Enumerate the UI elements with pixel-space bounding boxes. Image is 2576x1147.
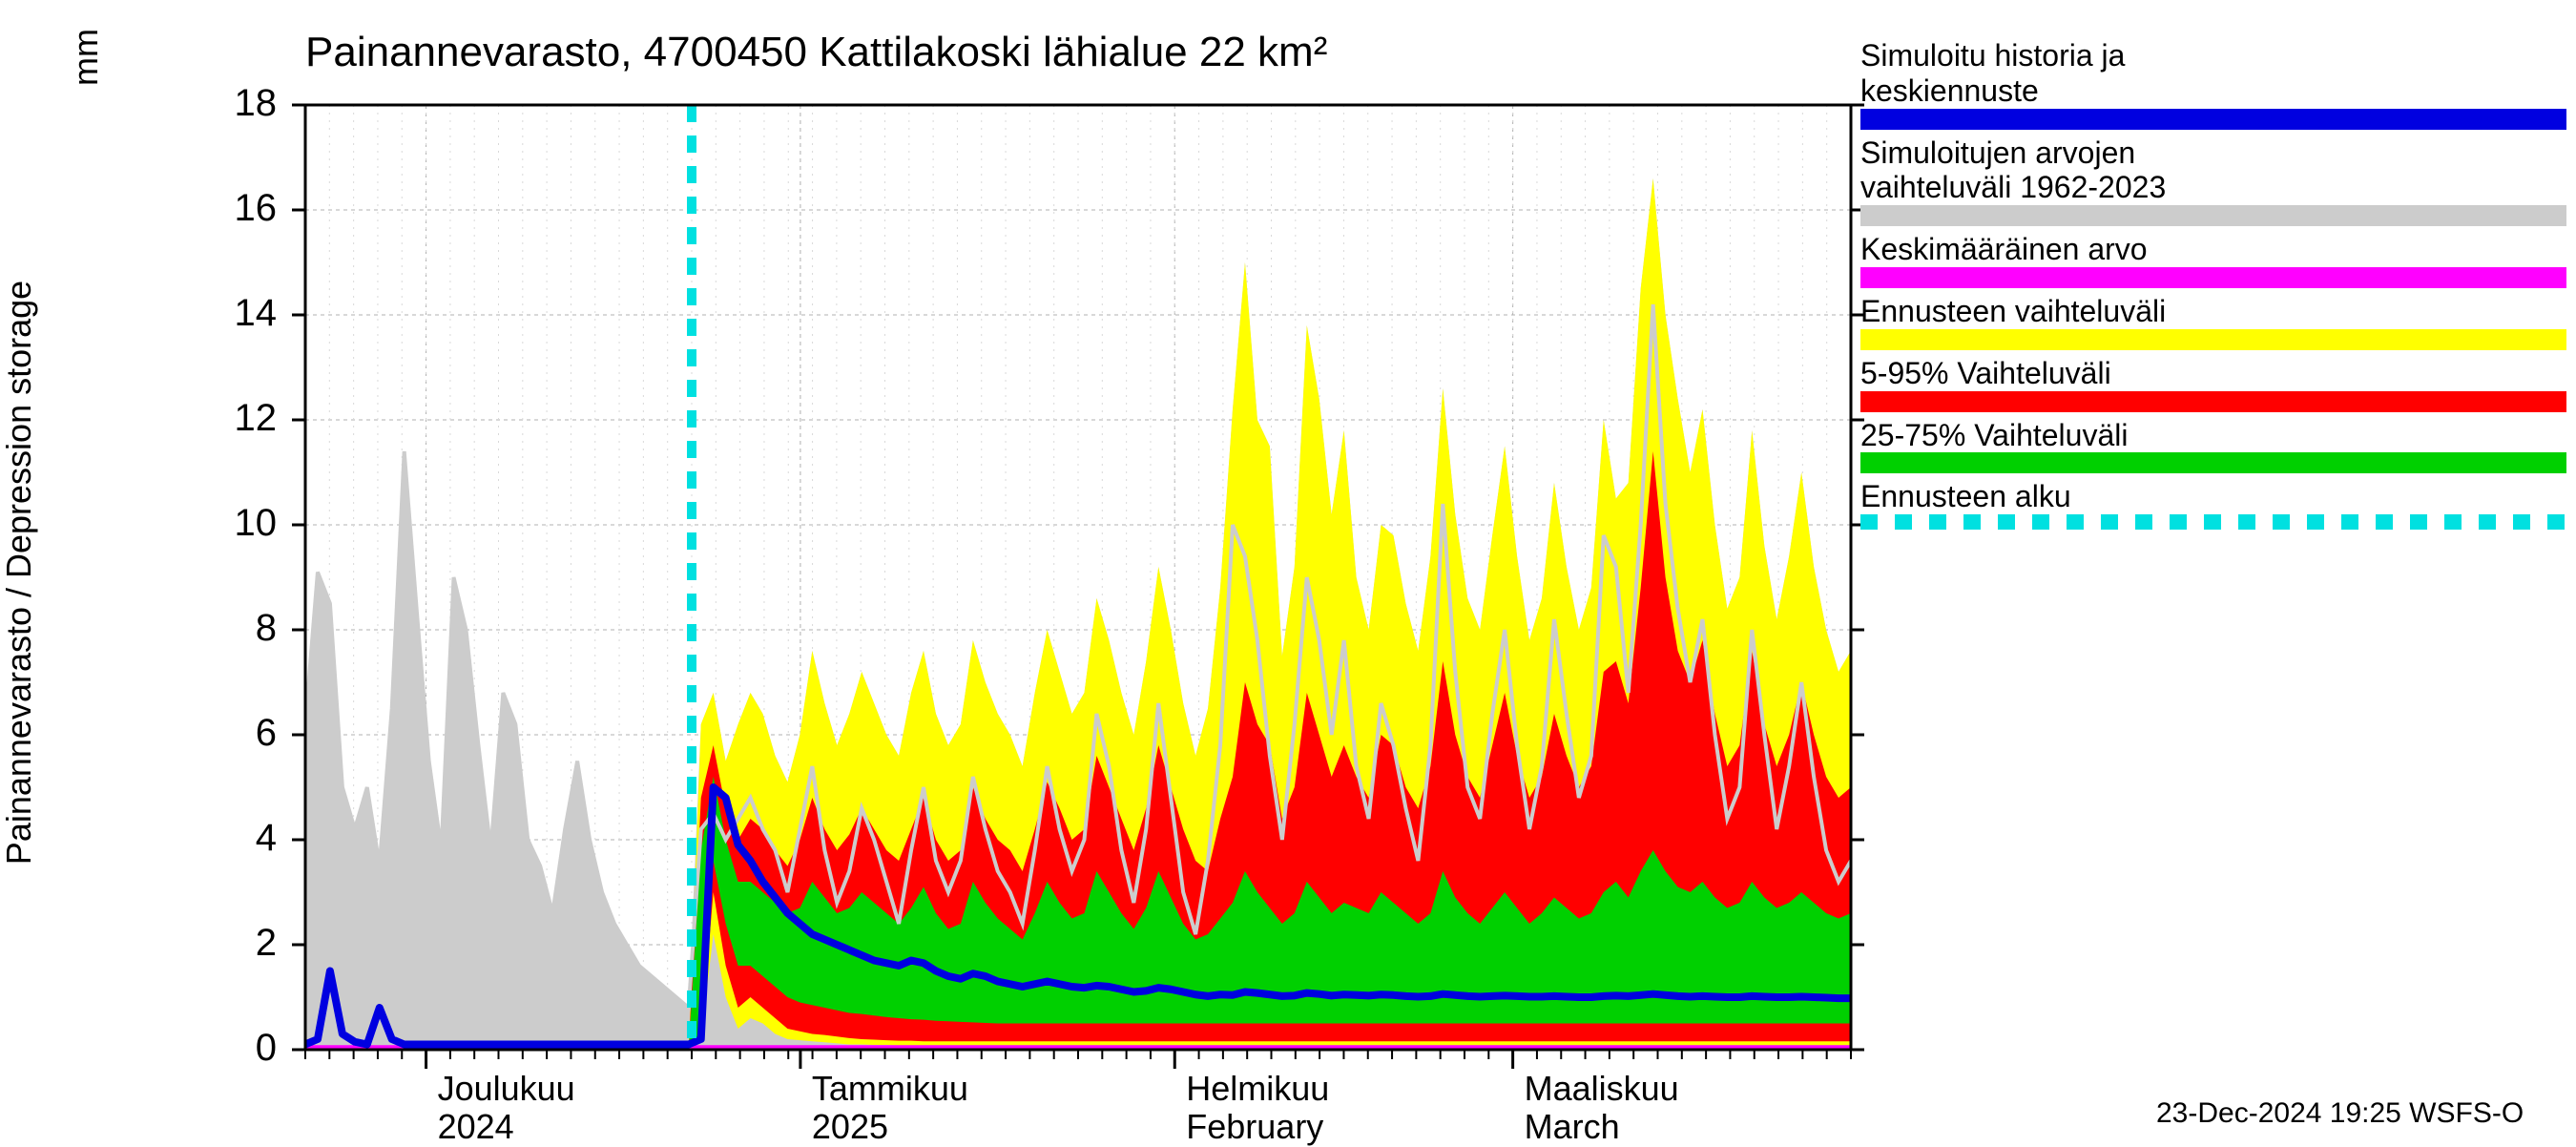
x-tick-sublabel: March xyxy=(1525,1107,1620,1147)
x-tick-sublabel: February xyxy=(1186,1107,1323,1147)
legend-entry: Ennusteen vaihteluväli xyxy=(1860,294,2566,350)
legend-entry: Simuloitu historia jakeskiennuste xyxy=(1860,38,2566,130)
legend-swatch xyxy=(1860,267,2566,288)
legend-text: Simuloitu historia ja xyxy=(1860,38,2566,73)
y-tick-label: 6 xyxy=(200,712,277,755)
legend-swatch xyxy=(1860,514,2566,530)
y-tick-label: 2 xyxy=(200,922,277,965)
x-tick-label: Joulukuu xyxy=(438,1069,575,1109)
legend-text: Simuloitujen arvojen xyxy=(1860,136,2566,171)
legend-text: Keskimääräinen arvo xyxy=(1860,232,2566,267)
y-tick-label: 0 xyxy=(200,1027,277,1070)
legend-text: Ennusteen alku xyxy=(1860,479,2566,514)
legend: Simuloitu historia jakeskiennusteSimuloi… xyxy=(1860,38,2566,535)
x-tick-sublabel: 2024 xyxy=(438,1107,514,1147)
chart-footer: 23-Dec-2024 19:25 WSFS-O xyxy=(2156,1097,2524,1130)
legend-entry: Simuloitujen arvojenvaihteluväli 1962-20… xyxy=(1860,136,2566,227)
y-tick-label: 10 xyxy=(200,502,277,545)
legend-entry: 5-95% Vaihteluväli xyxy=(1860,356,2566,412)
legend-swatch xyxy=(1860,452,2566,473)
legend-text: vaihteluväli 1962-2023 xyxy=(1860,170,2566,205)
legend-swatch xyxy=(1860,109,2566,130)
x-tick-label: Tammikuu xyxy=(812,1069,968,1109)
legend-swatch xyxy=(1860,391,2566,412)
legend-swatch xyxy=(1860,329,2566,350)
legend-text: 5-95% Vaihteluväli xyxy=(1860,356,2566,391)
y-tick-label: 4 xyxy=(200,817,277,860)
y-tick-label: 16 xyxy=(200,187,277,230)
y-tick-label: 12 xyxy=(200,397,277,440)
x-tick-label: Maaliskuu xyxy=(1525,1069,1679,1109)
legend-entry: 25-75% Vaihteluväli xyxy=(1860,418,2566,474)
y-tick-label: 14 xyxy=(200,292,277,335)
x-tick-sublabel: 2025 xyxy=(812,1107,888,1147)
legend-text: keskiennuste xyxy=(1860,73,2566,109)
chart-container: Painannevarasto / Depression storage mm … xyxy=(0,0,2576,1145)
legend-text: Ennusteen vaihteluväli xyxy=(1860,294,2566,329)
legend-text: 25-75% Vaihteluväli xyxy=(1860,418,2566,453)
legend-entry: Keskimääräinen arvo xyxy=(1860,232,2566,288)
x-tick-label: Helmikuu xyxy=(1186,1069,1329,1109)
legend-entry: Ennusteen alku xyxy=(1860,479,2566,530)
legend-swatch xyxy=(1860,205,2566,226)
y-tick-label: 8 xyxy=(200,607,277,650)
y-tick-label: 18 xyxy=(200,82,277,125)
